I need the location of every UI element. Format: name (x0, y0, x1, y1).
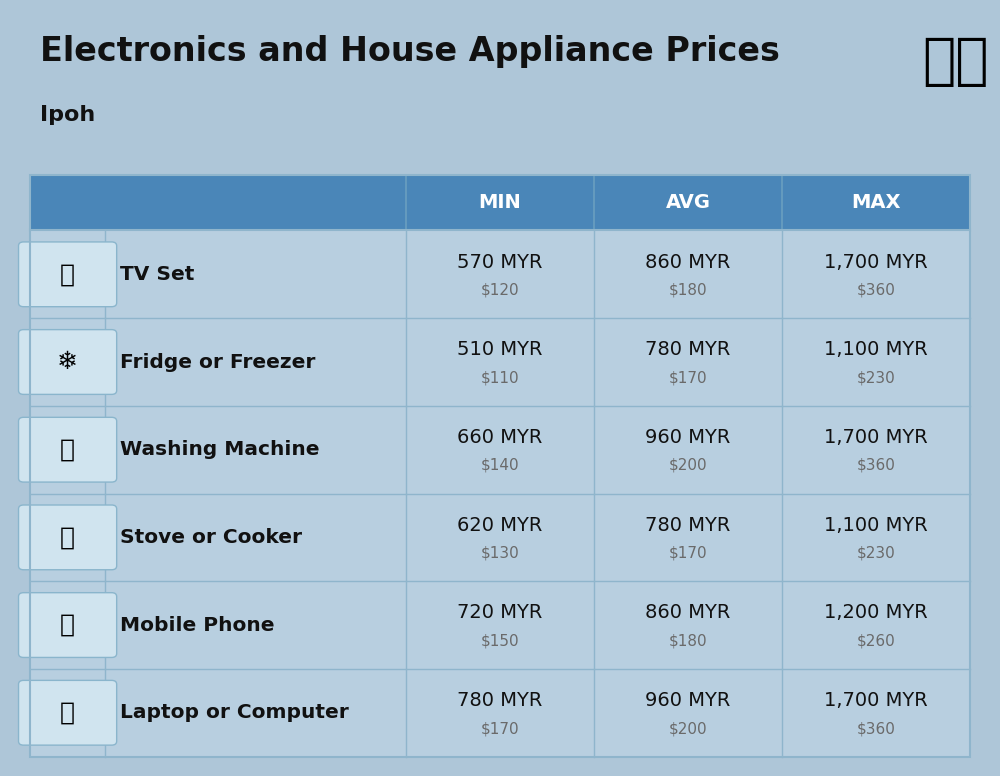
Text: 510 MYR: 510 MYR (457, 340, 543, 359)
Text: Mobile Phone: Mobile Phone (120, 615, 275, 635)
Text: MIN: MIN (479, 193, 521, 212)
Text: MAX: MAX (851, 193, 901, 212)
Text: Fridge or Freezer: Fridge or Freezer (120, 352, 316, 372)
Text: Ipoh: Ipoh (40, 105, 95, 125)
Text: $150: $150 (481, 633, 519, 649)
Text: 1,200 MYR: 1,200 MYR (824, 603, 928, 622)
Text: 620 MYR: 620 MYR (457, 515, 543, 535)
Text: 🌀: 🌀 (60, 438, 75, 462)
Text: 780 MYR: 780 MYR (457, 691, 543, 710)
FancyBboxPatch shape (30, 175, 970, 230)
FancyBboxPatch shape (30, 669, 970, 757)
Text: 720 MYR: 720 MYR (457, 603, 543, 622)
Text: $140: $140 (481, 458, 519, 473)
Text: 660 MYR: 660 MYR (457, 428, 543, 447)
FancyBboxPatch shape (19, 681, 117, 745)
FancyBboxPatch shape (19, 505, 117, 570)
FancyBboxPatch shape (19, 330, 117, 394)
Text: $180: $180 (669, 633, 707, 649)
Text: $360: $360 (857, 458, 895, 473)
Text: $120: $120 (481, 282, 519, 298)
Text: 960 MYR: 960 MYR (645, 428, 731, 447)
Text: $230: $230 (857, 546, 895, 561)
Text: 780 MYR: 780 MYR (645, 340, 731, 359)
Text: $110: $110 (481, 370, 519, 386)
Text: $180: $180 (669, 282, 707, 298)
FancyBboxPatch shape (19, 417, 117, 482)
Text: 960 MYR: 960 MYR (645, 691, 731, 710)
FancyBboxPatch shape (30, 230, 970, 318)
Text: ❄: ❄ (57, 350, 78, 374)
Text: $360: $360 (857, 282, 895, 298)
Text: 570 MYR: 570 MYR (457, 252, 543, 272)
Text: Stove or Cooker: Stove or Cooker (120, 528, 302, 547)
Text: $130: $130 (481, 546, 519, 561)
Text: $170: $170 (481, 721, 519, 736)
Text: Washing Machine: Washing Machine (120, 440, 320, 459)
Text: 1,700 MYR: 1,700 MYR (824, 252, 928, 272)
Text: Electronics and House Appliance Prices: Electronics and House Appliance Prices (40, 35, 780, 68)
FancyBboxPatch shape (19, 242, 117, 307)
Text: $200: $200 (669, 458, 707, 473)
Text: 🖥: 🖥 (60, 262, 75, 286)
Text: 860 MYR: 860 MYR (645, 252, 731, 272)
Text: 1,700 MYR: 1,700 MYR (824, 691, 928, 710)
Text: 1,100 MYR: 1,100 MYR (824, 340, 928, 359)
Text: 780 MYR: 780 MYR (645, 515, 731, 535)
Text: $360: $360 (857, 721, 895, 736)
Text: 🇲🇾: 🇲🇾 (922, 35, 988, 89)
Text: $170: $170 (669, 546, 707, 561)
Text: 📱: 📱 (60, 613, 75, 637)
Text: 🔥: 🔥 (60, 525, 75, 549)
Text: TV Set: TV Set (120, 265, 195, 284)
Text: Laptop or Computer: Laptop or Computer (120, 703, 349, 722)
Text: 1,700 MYR: 1,700 MYR (824, 428, 928, 447)
Text: $230: $230 (857, 370, 895, 386)
Text: 💻: 💻 (60, 701, 75, 725)
FancyBboxPatch shape (30, 581, 970, 669)
Text: $170: $170 (669, 370, 707, 386)
Text: $200: $200 (669, 721, 707, 736)
Text: $260: $260 (857, 633, 895, 649)
FancyBboxPatch shape (30, 406, 970, 494)
FancyBboxPatch shape (30, 318, 970, 406)
FancyBboxPatch shape (30, 494, 970, 581)
Text: AVG: AVG (666, 193, 710, 212)
FancyBboxPatch shape (19, 593, 117, 657)
Text: 860 MYR: 860 MYR (645, 603, 731, 622)
Text: 1,100 MYR: 1,100 MYR (824, 515, 928, 535)
